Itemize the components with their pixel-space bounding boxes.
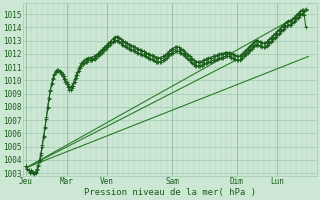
X-axis label: Pression niveau de la mer( hPa ): Pression niveau de la mer( hPa ) xyxy=(84,188,256,197)
